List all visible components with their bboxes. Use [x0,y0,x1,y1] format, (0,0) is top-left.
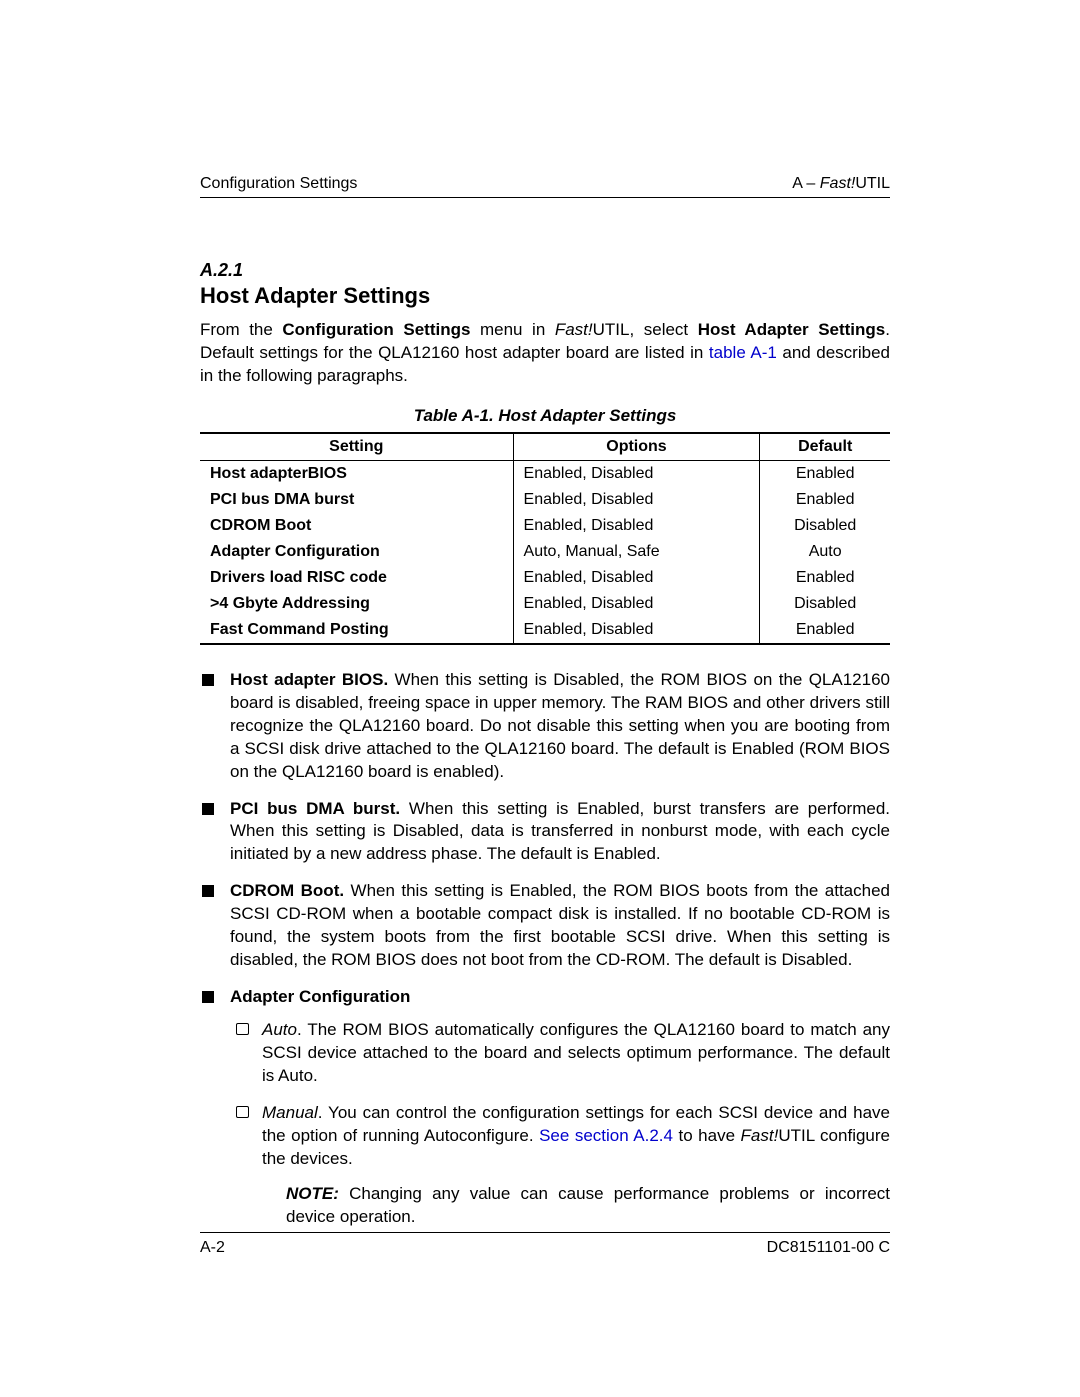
cell-setting: Adapter Configuration [200,539,513,565]
col-header-default: Default [760,433,890,461]
square-bullet-list: Host adapter BIOS. When this setting is … [200,669,890,1229]
footer-page-number: A-2 [200,1239,225,1257]
table-row: Fast Command Posting Enabled, Disabled E… [200,617,890,644]
header-right-prefix: A – [792,175,820,192]
cell-default: Disabled [760,513,890,539]
table-row: >4 Gbyte Addressing Enabled, Disabled Di… [200,591,890,617]
table-row: Adapter Configuration Auto, Manual, Safe… [200,539,890,565]
cell-setting: >4 Gbyte Addressing [200,591,513,617]
bullet-pci-bus-dma-burst: PCI bus DMA burst. When this setting is … [230,798,890,867]
sub-bullet-lead: Auto [262,1020,297,1039]
cell-options: Enabled, Disabled [513,565,760,591]
col-header-options: Options [513,433,760,461]
cell-options: Auto, Manual, Safe [513,539,760,565]
cell-options: Enabled, Disabled [513,591,760,617]
sub-bullet-auto: Auto. The ROM BIOS automatically configu… [262,1019,890,1088]
section-title: Host Adapter Settings [200,283,890,309]
cell-options: Enabled, Disabled [513,513,760,539]
sub-bullet-text: to have [673,1126,741,1145]
intro-text: menu in [470,320,554,339]
note-text: Changing any value can cause performance… [286,1184,890,1226]
document-page: Configuration Settings A – Fast!UTIL A.2… [0,0,1080,1397]
cell-options: Enabled, Disabled [513,460,760,487]
cell-default: Auto [760,539,890,565]
section-number: A.2.1 [200,260,890,281]
section-cross-ref-link[interactable]: See section A.2.4 [539,1126,673,1145]
intro-bold-2: Host Adapter Settings [698,320,886,339]
bullet-lead: PCI bus DMA burst. [230,799,400,818]
table-row: Drivers load RISC code Enabled, Disabled… [200,565,890,591]
bullet-host-adapter-bios: Host adapter BIOS. When this setting is … [230,669,890,784]
sub-bullet-italic: Fast! [741,1126,779,1145]
running-footer: A-2 DC8151101-00 C [200,1232,890,1257]
settings-table: Setting Options Default Host adapterBIOS… [200,432,890,645]
sub-bullet-manual: Manual. You can control the configuratio… [262,1102,890,1229]
footer-doc-id: DC8151101-00 C [767,1239,890,1257]
cell-options: Enabled, Disabled [513,487,760,513]
intro-text: UTIL, select [593,320,698,339]
note-block: NOTE: Changing any value can cause perfo… [262,1183,890,1229]
sub-bullet-lead: Manual [262,1103,318,1122]
header-right-suffix: UTIL [855,175,890,192]
table-caption: Table A-1. Host Adapter Settings [200,406,890,426]
cell-default: Enabled [760,487,890,513]
running-header: Configuration Settings A – Fast!UTIL [200,175,890,198]
cell-options: Enabled, Disabled [513,617,760,644]
bullet-lead: Host adapter BIOS. [230,670,388,689]
cell-setting: Drivers load RISC code [200,565,513,591]
cell-default: Enabled [760,460,890,487]
note-label: NOTE: [286,1184,339,1203]
header-right: A – Fast!UTIL [792,175,890,193]
table-row: PCI bus DMA burst Enabled, Disabled Enab… [200,487,890,513]
sub-bullet-list: Auto. The ROM BIOS automatically configu… [230,1019,890,1229]
col-header-setting: Setting [200,433,513,461]
cell-default: Disabled [760,591,890,617]
table-cross-ref-link[interactable]: table A-1 [709,343,777,362]
cell-setting: Fast Command Posting [200,617,513,644]
bullet-cdrom-boot: CDROM Boot. When this setting is Enabled… [230,880,890,972]
bullet-adapter-configuration: Adapter Configuration Auto. The ROM BIOS… [230,986,890,1228]
intro-paragraph: From the Configuration Settings menu in … [200,319,890,388]
table-row: Host adapterBIOS Enabled, Disabled Enabl… [200,460,890,487]
table-header-row: Setting Options Default [200,433,890,461]
cell-setting: Host adapterBIOS [200,460,513,487]
cell-default: Enabled [760,617,890,644]
header-right-italic: Fast! [820,175,856,192]
intro-text: From the [200,320,282,339]
intro-italic: Fast! [555,320,593,339]
bullet-lead: CDROM Boot. [230,881,344,900]
sub-bullet-text: . The ROM BIOS automatically configures … [262,1020,890,1085]
header-left: Configuration Settings [200,175,357,193]
cell-setting: PCI bus DMA burst [200,487,513,513]
cell-setting: CDROM Boot [200,513,513,539]
bullet-lead: Adapter Configuration [230,987,410,1006]
intro-bold-1: Configuration Settings [282,320,470,339]
table-row: CDROM Boot Enabled, Disabled Disabled [200,513,890,539]
cell-default: Enabled [760,565,890,591]
